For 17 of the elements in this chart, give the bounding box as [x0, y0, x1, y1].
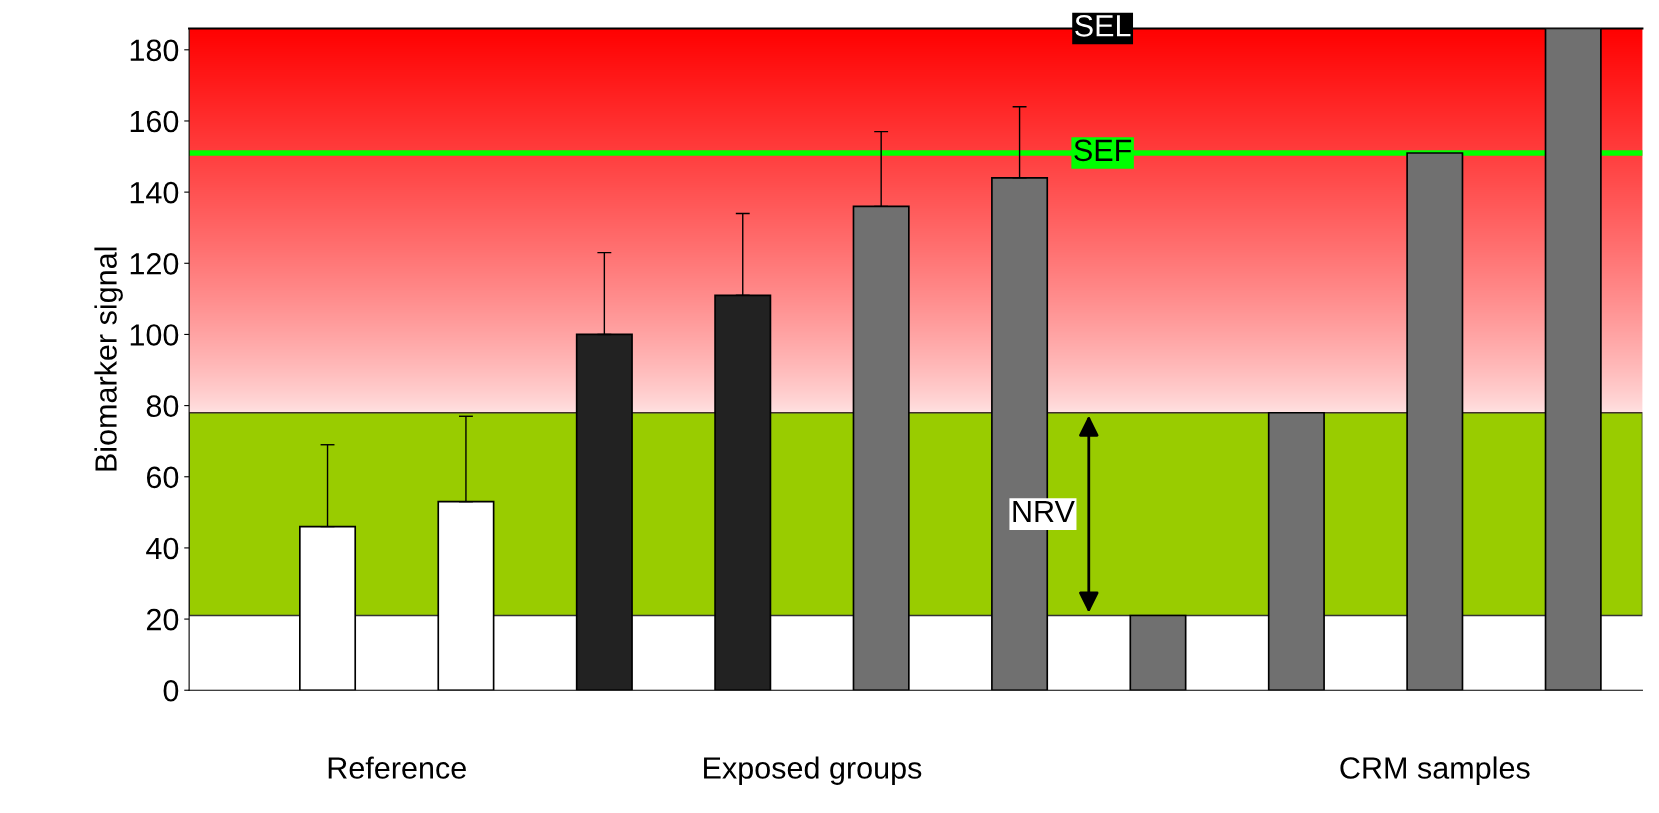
y-axis-title: Biomarker signal — [94, 247, 123, 471]
y-tick-label: 40 — [146, 537, 179, 560]
ref-line-label: SEL — [1075, 15, 1131, 37]
text: CRM samples — [1340, 756, 1530, 785]
y-tick-label: 160 — [130, 110, 179, 133]
y-tick-label: 120 — [130, 253, 179, 275]
y-tick-label: 100 — [130, 324, 179, 346]
y-tick-label: 180 — [130, 39, 179, 62]
text: Reference — [328, 756, 466, 779]
y-tick-label: 0 — [163, 679, 179, 702]
y-tick-label: 140 — [130, 181, 179, 204]
y-tick-label: 20 — [146, 608, 179, 631]
text: Exposed groups — [704, 756, 922, 785]
y-tick-label: 60 — [146, 466, 179, 489]
ref-line-label: SEF — [1074, 139, 1132, 162]
band-label: NRV — [1013, 501, 1075, 523]
y-tick-label: 80 — [146, 395, 179, 417]
